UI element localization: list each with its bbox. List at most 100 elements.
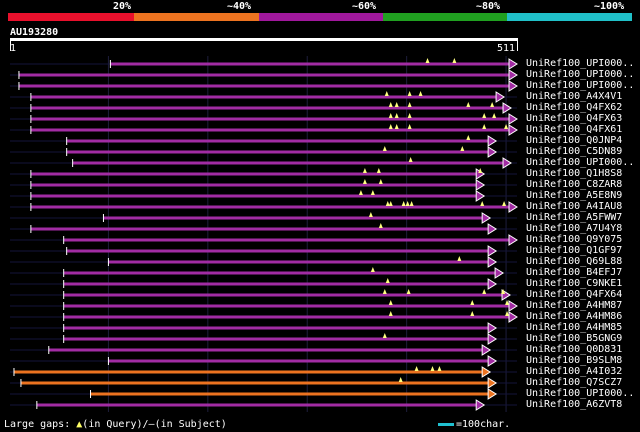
hit-label[interactable]: UniRef100_Q1GF97: [526, 245, 623, 256]
gap-triangle-icon: [358, 190, 363, 195]
legend-gaps-label: Large gaps:: [4, 419, 71, 430]
hit-label[interactable]: UniRef100_A7U4Y8: [526, 223, 623, 234]
gap-triangle-icon: [405, 201, 410, 206]
hit-label[interactable]: UniRef100_A4HM85: [526, 322, 623, 333]
gap-triangle-icon: [407, 124, 412, 129]
hit-label[interactable]: UniRef100_A4IAU8: [526, 201, 623, 212]
hit-arrow-icon: [508, 80, 518, 92]
gap-triangle-icon: [407, 102, 412, 107]
gap-triangle-icon: [394, 102, 399, 107]
hit-label[interactable]: UniRef100_B9SLM8: [526, 355, 623, 366]
legend-query-text: (in Query)/: [82, 419, 149, 430]
gap-triangle-icon: [504, 124, 509, 129]
hit-arrow-icon: [487, 245, 498, 257]
hit-label[interactable]: UniRef100_A4X4V1: [526, 91, 623, 102]
hit-arrow-icon: [487, 278, 498, 290]
hit-arrow-icon: [508, 58, 518, 70]
hit-arrow-icon: [487, 377, 498, 389]
gap-triangle-icon: [388, 113, 393, 118]
hit-arrow-icon: [487, 256, 498, 268]
hit-arrow-icon: [481, 344, 492, 356]
hit-label[interactable]: UniRef100_UPI000..: [526, 388, 635, 399]
hit-label[interactable]: UniRef100_A4I032: [526, 366, 623, 377]
gap-triangle-icon: [370, 190, 375, 195]
gap-triangle-icon: [478, 168, 483, 173]
legend-subject-text: (in Subject): [154, 419, 227, 430]
gap-triangle-icon: [414, 366, 419, 371]
hit-arrow-icon: [487, 223, 498, 235]
scale-label-60: ~60%: [352, 1, 377, 12]
gap-triangle-icon: [394, 113, 399, 118]
gap-triangle-icon: [394, 124, 399, 129]
scale-segment-green: [383, 13, 507, 21]
hit-arrow-icon: [502, 102, 512, 114]
hit-label[interactable]: UniRef100_B4EFJ7: [526, 267, 623, 278]
hit-arrow-icon: [487, 388, 498, 400]
gap-triangle-icon: [482, 124, 487, 129]
hit-label[interactable]: UniRef100_UPI000..: [526, 58, 635, 69]
gap-triangle-icon: [407, 113, 412, 118]
hit-arrow-icon: [487, 135, 498, 147]
gap-triangle-icon: [505, 311, 510, 316]
gap-legend: Large gaps: ▲(in Query)/—(in Subject): [4, 419, 227, 430]
scale-label-20: 20%: [113, 1, 132, 12]
hit-label[interactable]: UniRef100_B5GNG9: [526, 333, 623, 344]
dash-icon: —: [148, 419, 155, 430]
hit-label[interactable]: UniRef100_Q1H8S8: [526, 168, 623, 179]
hit-arrow-icon: [487, 355, 498, 367]
hit-arrow-icon: [495, 91, 506, 103]
gap-triangle-icon: [370, 267, 375, 272]
hit-label[interactable]: UniRef100_Q7SCZ7: [526, 377, 623, 388]
gap-triangle-icon: [408, 157, 413, 162]
gap-triangle-icon: [384, 91, 389, 96]
gap-triangle-icon: [482, 289, 487, 294]
gap-triangle-icon: [502, 201, 507, 206]
hit-label[interactable]: UniRef100_UPI000..: [526, 69, 635, 80]
query-start-label: 1: [10, 43, 17, 54]
hit-label[interactable]: UniRef100_A5FWW7: [526, 212, 623, 223]
query-tick-start: [10, 41, 11, 51]
hit-label[interactable]: UniRef100_Q0JNP4: [526, 135, 623, 146]
gap-triangle-icon: [482, 113, 487, 118]
scale-label-100: ~100%: [594, 1, 625, 12]
hit-label[interactable]: UniRef100_A6ZVT8: [526, 399, 623, 410]
hit-label[interactable]: UniRef100_UPI000..: [526, 157, 635, 168]
hit-arrow-icon: [508, 234, 518, 246]
length-scale-legend: =100char.: [438, 419, 510, 430]
gap-triangle-icon: [409, 201, 414, 206]
hit-label-list: UniRef100_UPI000.. UniRef100_UPI000.. UniR…: [526, 58, 638, 410]
hit-label[interactable]: UniRef100_C9NKE1: [526, 278, 623, 289]
hit-arrow-icon: [508, 300, 518, 312]
hit-label[interactable]: UniRef100_Q4FX64: [526, 289, 623, 300]
gap-triangle-icon: [457, 256, 462, 261]
hit-label[interactable]: UniRef100_C5DN89: [526, 146, 623, 157]
hit-label[interactable]: UniRef100_Q4FX61: [526, 124, 623, 135]
hit-label[interactable]: UniRef100_Q9Y075: [526, 234, 623, 245]
gap-triangle-icon: [492, 113, 497, 118]
scale-segment-orange: [134, 13, 259, 21]
hit-arrow-icon: [475, 179, 486, 191]
hit-arrow-icon: [487, 333, 498, 345]
hit-arrow-icon: [508, 311, 518, 323]
query-tick-end: [517, 41, 518, 51]
hit-arrow-icon: [494, 267, 505, 279]
hit-label[interactable]: UniRef100_Q69L88: [526, 256, 623, 267]
hit-label[interactable]: UniRef100_Q4FX63: [526, 113, 623, 124]
gap-triangle-icon: [401, 201, 406, 206]
hit-label[interactable]: UniRef100_A4HM87: [526, 300, 623, 311]
gap-triangle-icon: [362, 168, 367, 173]
hit-label[interactable]: UniRef100_C8ZAR8: [526, 179, 623, 190]
gap-triangle-icon: [385, 278, 390, 283]
gap-triangle-icon: [382, 333, 387, 338]
hit-label[interactable]: UniRef100_UPI000..: [526, 80, 635, 91]
hit-label[interactable]: UniRef100_Q0D831: [526, 344, 623, 355]
hit-label[interactable]: UniRef100_Q4FX62: [526, 102, 623, 113]
gap-triangle-icon: [470, 311, 475, 316]
hit-label[interactable]: UniRef100_A4HM86: [526, 311, 623, 322]
scale-swatch-icon: [438, 422, 454, 426]
gap-triangle-icon: [505, 300, 510, 305]
hit-label[interactable]: UniRef100_A5E8N9: [526, 190, 623, 201]
gap-triangle-icon: [437, 366, 442, 371]
gap-triangle-icon: [407, 91, 412, 96]
gap-triangle-icon: [362, 179, 367, 184]
